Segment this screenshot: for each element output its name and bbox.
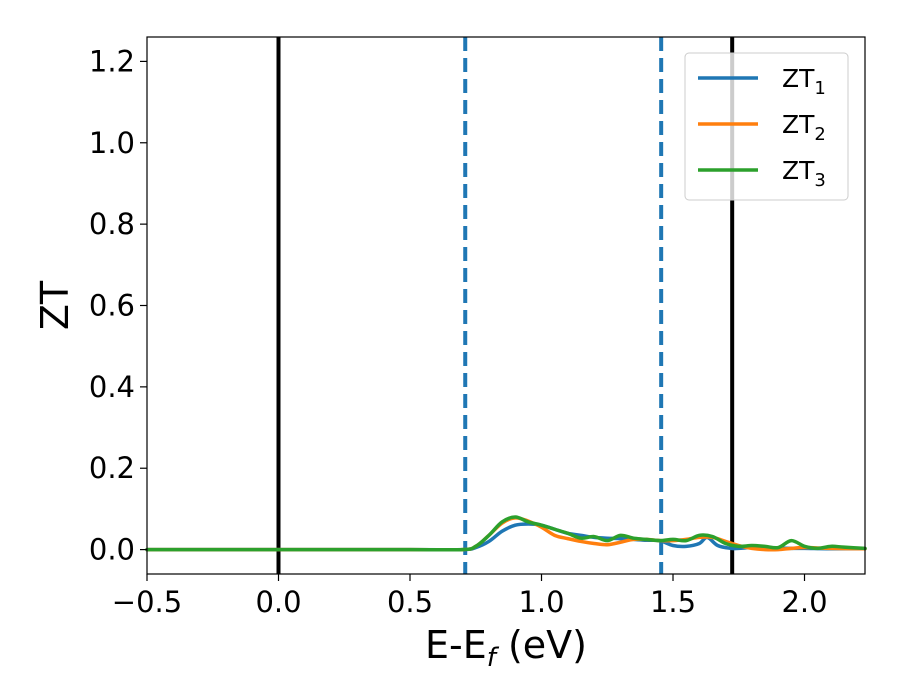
y-axis-ticks: 0.0 0.2 0.4 0.6 0.8 1.0 1.2 bbox=[89, 44, 147, 567]
legend-label-ZT2: ZT2 bbox=[782, 110, 826, 145]
x-tick-label: 1.5 bbox=[650, 585, 696, 619]
reference-lines bbox=[276, 37, 735, 574]
legend-label-ZT3: ZT3 bbox=[782, 156, 826, 191]
y-tick-label: 0.0 bbox=[89, 533, 135, 567]
series-line-ZT3 bbox=[145, 515, 867, 552]
legend: ZT1 ZT2 ZT3 bbox=[684, 52, 849, 201]
y-axis-label: ZT bbox=[33, 280, 77, 330]
y-tick-label: 0.8 bbox=[89, 207, 135, 241]
y-tick-label: 1.0 bbox=[89, 126, 135, 160]
x-tick-label: 0.0 bbox=[255, 585, 301, 619]
y-tick-label: 0.6 bbox=[89, 289, 135, 323]
y-tick-label: 0.4 bbox=[89, 370, 135, 404]
x-axis-label: E-Ef (eV) bbox=[425, 623, 587, 673]
series-lines bbox=[145, 515, 867, 552]
legend-label-ZT1: ZT1 bbox=[782, 64, 826, 99]
legend-items: ZT1 ZT2 ZT3 bbox=[698, 64, 826, 191]
x-tick-label: 2.0 bbox=[781, 585, 827, 619]
x-tick-label: 0.5 bbox=[387, 585, 433, 619]
x-tick-label: −0.5 bbox=[112, 585, 182, 619]
y-tick-label: 1.2 bbox=[89, 44, 135, 78]
y-tick-label: 0.2 bbox=[89, 451, 135, 485]
x-axis-label-unit: (eV) bbox=[496, 623, 587, 667]
x-tick-label: 1.0 bbox=[518, 585, 564, 619]
x-axis-label-main: E-E bbox=[425, 623, 487, 667]
legend-box bbox=[684, 52, 849, 201]
x-axis-ticks: −0.5 0.0 0.5 1.0 1.5 2.0 bbox=[112, 574, 828, 619]
